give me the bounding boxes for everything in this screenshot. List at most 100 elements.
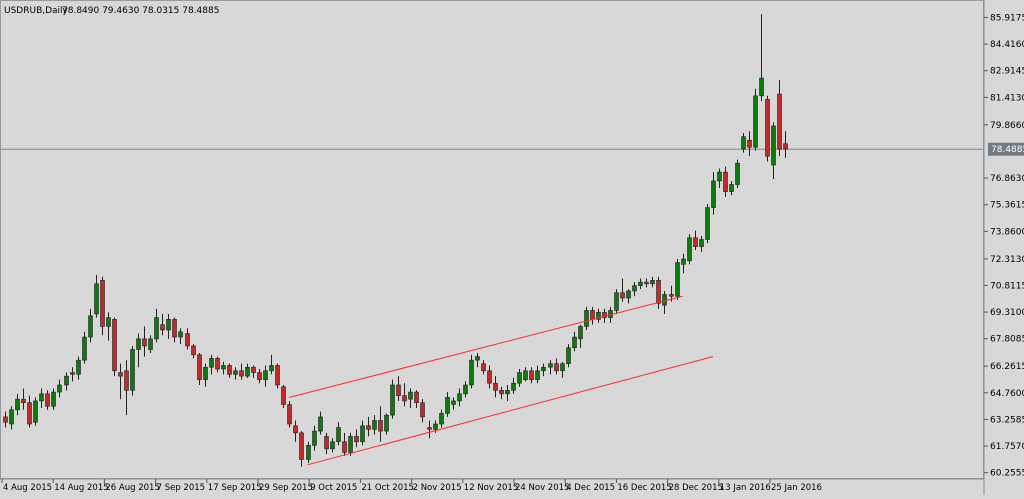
candle xyxy=(402,383,407,407)
candle xyxy=(650,276,655,288)
candle xyxy=(469,354,474,389)
candle-body xyxy=(535,370,540,380)
candle xyxy=(372,415,377,435)
x-tick-label: 17 Sep 2015 xyxy=(208,483,262,493)
candle-body xyxy=(94,283,99,315)
candle-body xyxy=(372,420,377,430)
candle-body xyxy=(21,398,26,404)
candle-body xyxy=(191,345,196,356)
candle xyxy=(548,360,553,375)
candle xyxy=(9,406,14,430)
candle xyxy=(336,422,341,446)
y-tick-label: 79.8660 xyxy=(990,121,1024,131)
candle-body xyxy=(348,436,353,453)
candle xyxy=(390,379,395,419)
candle-body xyxy=(245,366,250,377)
price-label-background xyxy=(988,142,1024,156)
x-tick-label: 14 Aug 2015 xyxy=(54,483,108,493)
x-tick-label: 4 Aug 2015 xyxy=(3,483,52,493)
candle-body xyxy=(160,324,165,331)
candle-body xyxy=(148,338,153,350)
candle xyxy=(82,331,87,364)
candle xyxy=(687,234,692,265)
x-tick-label: 26 Aug 2015 xyxy=(105,483,159,493)
candle-body xyxy=(632,285,637,292)
candle-body xyxy=(27,402,32,425)
candle-body xyxy=(711,180,716,208)
candle xyxy=(142,326,147,357)
candle-body xyxy=(263,370,268,380)
candle xyxy=(263,365,268,387)
candle xyxy=(632,282,637,297)
candle xyxy=(45,390,50,410)
candle xyxy=(620,278,625,302)
candle xyxy=(185,328,190,350)
candle-body xyxy=(765,99,770,157)
y-tick-label: 75.3615 xyxy=(990,201,1024,211)
candle-body xyxy=(112,319,117,372)
candle-body xyxy=(366,425,371,430)
candle-body xyxy=(420,402,425,418)
candle xyxy=(293,420,298,442)
y-tick-label: 60.2555 xyxy=(990,469,1024,479)
candle xyxy=(523,367,528,382)
candle xyxy=(765,95,770,162)
candle-body xyxy=(100,280,105,327)
candle-body xyxy=(511,382,516,391)
candle xyxy=(215,356,220,373)
candle-body xyxy=(463,384,468,395)
candle xyxy=(529,367,534,384)
candle xyxy=(172,317,177,343)
candle-body xyxy=(124,370,129,391)
candle xyxy=(481,360,486,375)
candle xyxy=(662,290,667,315)
candle xyxy=(281,384,286,409)
candle-body xyxy=(76,359,81,375)
candle-body xyxy=(777,93,782,150)
candle-body xyxy=(414,391,419,404)
candle-body xyxy=(130,349,135,391)
candle-body xyxy=(33,400,38,423)
candle xyxy=(626,289,631,304)
candle xyxy=(457,388,462,407)
candle xyxy=(602,308,607,323)
candle-body xyxy=(735,162,740,185)
candle xyxy=(88,308,93,343)
candle-body xyxy=(566,347,571,364)
candle-body xyxy=(408,391,413,400)
candle xyxy=(783,131,788,158)
candle xyxy=(711,172,716,215)
candle-body xyxy=(457,393,462,402)
candle xyxy=(463,381,468,398)
candle-body xyxy=(614,292,619,311)
candles-layer xyxy=(3,14,788,467)
candle xyxy=(729,180,734,196)
candle-body xyxy=(650,280,655,285)
candle xyxy=(197,353,202,385)
candle-body xyxy=(699,239,704,247)
candle xyxy=(106,312,111,341)
candle xyxy=(741,133,746,153)
candle-body xyxy=(723,171,728,192)
candle xyxy=(354,429,359,448)
candle xyxy=(675,259,680,300)
candle xyxy=(227,363,232,378)
y-tick-label: 61.7570 xyxy=(990,442,1024,452)
y-tick-label: 67.8085 xyxy=(990,335,1024,345)
candle-body xyxy=(662,294,667,306)
candle-body xyxy=(142,338,147,347)
candle-body xyxy=(517,372,522,384)
candle xyxy=(717,168,722,189)
candle xyxy=(420,399,425,423)
candle-body xyxy=(354,436,359,443)
candle-body xyxy=(318,416,323,432)
candle xyxy=(15,393,20,416)
candle-body xyxy=(644,281,649,285)
candle xyxy=(130,345,135,396)
candle-body xyxy=(15,398,20,411)
ohlc-readout: 78.8490 79.4630 78.0315 78.4885 xyxy=(62,6,219,16)
candle-body xyxy=(39,393,44,402)
candle-body xyxy=(554,363,559,372)
